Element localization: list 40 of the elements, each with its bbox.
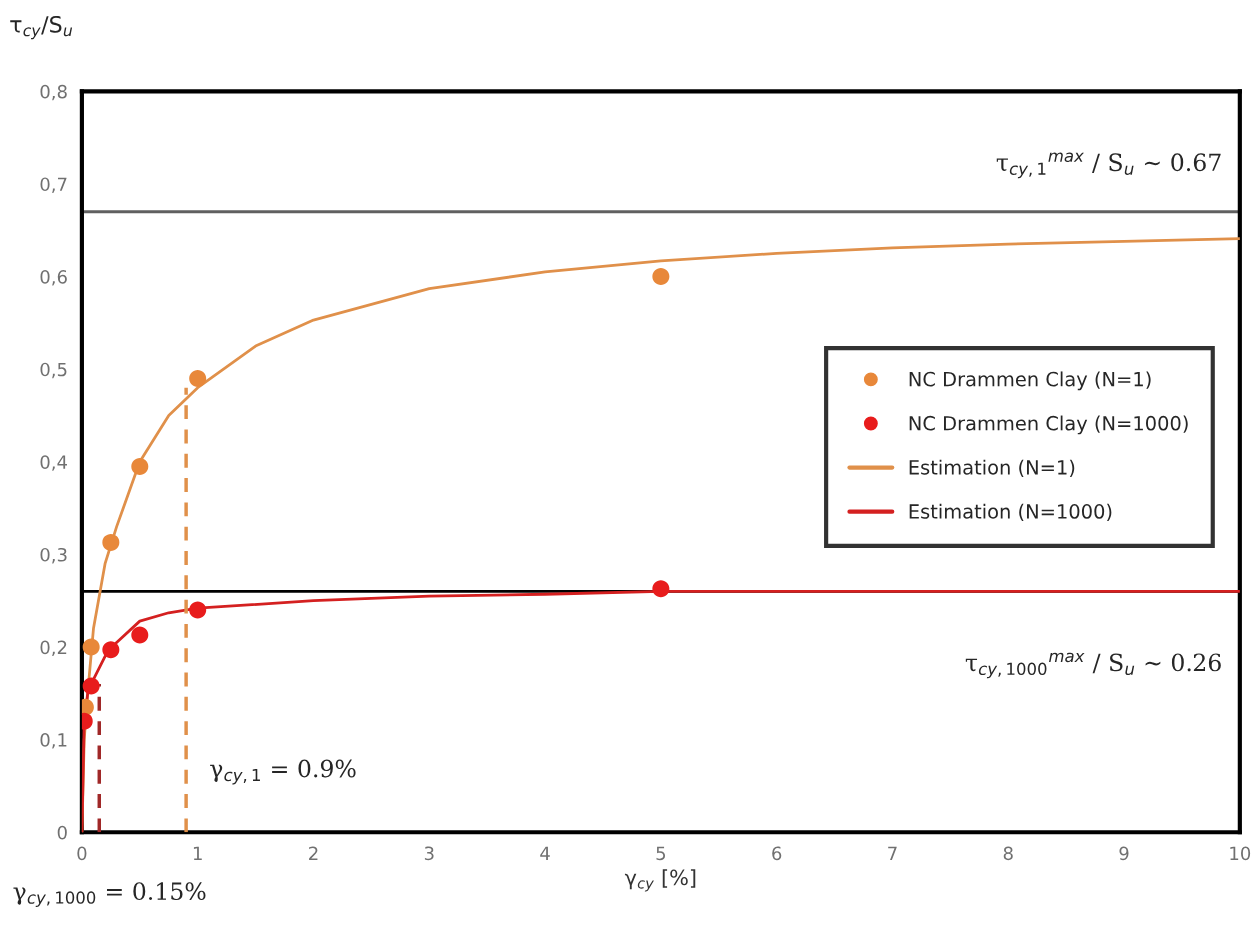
point	[82, 638, 100, 656]
annotation: τ$_{cy,1000}$$^{max}$ / S$_{u}$ ∼ 0.26	[965, 652, 1221, 679]
x-tick-label: 5	[656, 846, 666, 861]
point	[102, 641, 120, 659]
x-tick-label: 0	[77, 846, 87, 861]
x-tick-label: 2	[309, 846, 318, 860]
x-axis-title: γ$_{cy}$ [%]	[624, 869, 696, 892]
x-tick-label: 3	[424, 846, 434, 861]
point	[82, 677, 100, 695]
text: γ$_{cy,1000}$ = 0.15%	[13, 882, 206, 908]
y-tick-label: 0	[57, 825, 67, 840]
x-tick-label: 4	[540, 846, 550, 860]
point	[652, 268, 670, 286]
y-tick-label: 0,3	[40, 547, 67, 564]
x-tick-label: 8	[1003, 846, 1013, 861]
x-tick-label: 10	[1230, 846, 1251, 861]
point	[189, 601, 207, 619]
y-tick-label: 0,5	[40, 362, 67, 379]
y-tick-label: 0,2	[40, 640, 67, 656]
y-tick-label: 0,7	[40, 177, 67, 193]
point	[652, 580, 670, 598]
x-tick-label: 9	[1119, 846, 1129, 861]
point	[131, 457, 149, 475]
legend-label: Estimation (N=1)	[909, 459, 1075, 477]
x-tick-label: 1	[193, 846, 202, 860]
y-tick-label: 0,8	[40, 84, 67, 101]
legend-label: NC Drammen Clay (N=1)	[909, 371, 1151, 391]
y-tick-label: 0,4	[40, 455, 67, 471]
point	[102, 533, 120, 551]
legend-label: NC Drammen Clay (N=1000)	[909, 415, 1188, 435]
annotation: γ$_{cy,1}$ = 0.9%	[210, 759, 356, 785]
x-tick-label: 6	[772, 846, 782, 861]
point	[131, 626, 149, 644]
y-tick-label: 0,1	[40, 733, 67, 749]
y-tick-label: 0,6	[40, 270, 67, 286]
x-tick-label: 7	[888, 846, 897, 860]
annotation: τ$_{cy,1}$$^{max}$ / S$_{u}$ ∼ 0.67	[996, 152, 1221, 179]
y-axis-title: τ$_{cy}$/S$_{u}$	[10, 15, 73, 40]
point	[189, 369, 207, 387]
legend-label: Estimation (N=1000)	[909, 503, 1112, 522]
